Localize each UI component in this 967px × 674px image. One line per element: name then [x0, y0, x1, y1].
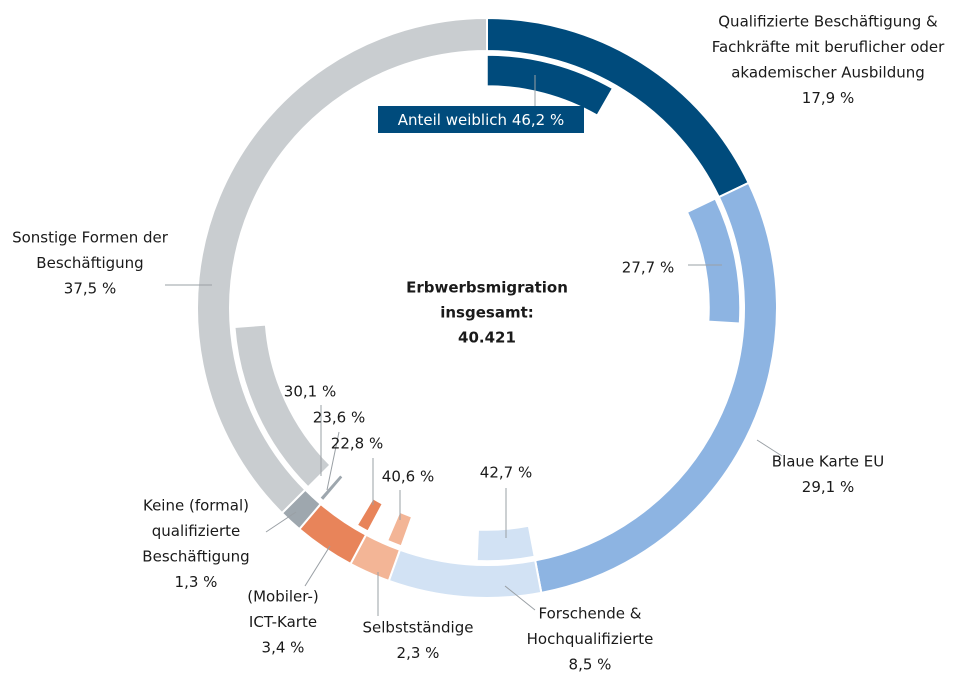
- leader-line: [756, 439, 783, 457]
- annotation: Anteil weiblich 46,2 %: [398, 111, 564, 129]
- category-label: Beschäftigung: [142, 548, 249, 566]
- leader-line: [504, 585, 536, 611]
- segment: [196, 16, 488, 515]
- category-label: Forschende &: [539, 605, 642, 623]
- female-share-label: 23,6 %: [313, 409, 365, 427]
- female-share-arc: [686, 197, 741, 325]
- female-share-label: 40,6 %: [382, 468, 434, 486]
- center-label: Erbwerbsmigration: [406, 279, 568, 297]
- female-share-label: 46,2 %: [512, 111, 564, 129]
- category-label: ICT-Karte: [249, 613, 317, 631]
- category-label: Fachkräfte mit beruflicher oder: [712, 38, 945, 56]
- category-label: qualifizierte: [152, 522, 241, 540]
- category-label: Selbstständige: [363, 619, 474, 637]
- category-label: Hochqualifizierte: [527, 630, 654, 648]
- value-label: 29,1 %: [802, 478, 854, 496]
- value-label: 17,9 %: [802, 89, 854, 107]
- value-label: 2,3 %: [397, 644, 440, 662]
- category-label: Sonstige Formen der: [12, 229, 169, 247]
- female-share-arc: [233, 324, 332, 488]
- female-share-label: 42,7 %: [480, 464, 532, 482]
- female-share-arc: [486, 54, 614, 117]
- annotation-box: [378, 106, 584, 133]
- female-share-label: 22,8 %: [331, 435, 383, 453]
- category-label: Blaue Karte EU: [772, 453, 884, 471]
- category-label: (Mobiler-): [247, 588, 319, 606]
- female-share-arc: [318, 473, 345, 502]
- segment: [533, 181, 778, 595]
- value-label: 37,5 %: [64, 280, 116, 298]
- value-label: 8,5 %: [569, 656, 612, 674]
- annotation-text: Anteil weiblich: [398, 111, 507, 129]
- category-label: Qualifizierte Beschäftigung &: [718, 13, 938, 31]
- female-share-arc: [476, 525, 536, 562]
- center-label: insgesamt:: [440, 304, 534, 322]
- center-total: 40.421: [458, 329, 516, 347]
- female-share-arc: [356, 497, 384, 533]
- leader-line: [326, 431, 340, 491]
- category-label: Keine (formal): [143, 497, 249, 515]
- female-share-label: 30,1 %: [284, 383, 336, 401]
- value-label: 1,3 %: [175, 573, 218, 591]
- leader-line: [265, 511, 297, 533]
- value-label: 3,4 %: [262, 639, 305, 657]
- female-share-label: 27,7 %: [622, 259, 674, 277]
- leader-line: [304, 545, 331, 587]
- category-label: Beschäftigung: [36, 254, 143, 272]
- category-label: akademischer Ausbildung: [731, 64, 925, 82]
